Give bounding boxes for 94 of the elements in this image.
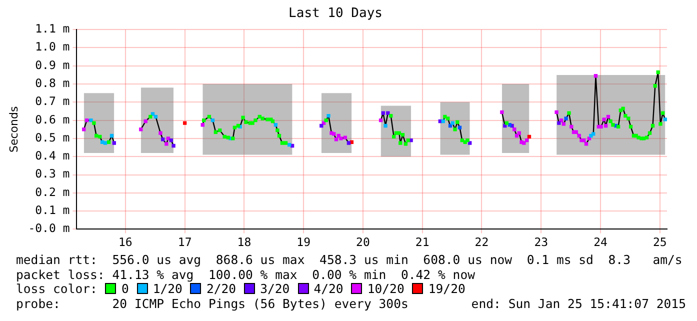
point <box>287 142 292 147</box>
y-tick-label: 0.2 m <box>35 184 70 199</box>
point <box>574 130 578 134</box>
x-tick-label: 21 <box>415 235 430 250</box>
point <box>346 141 351 145</box>
point <box>158 131 162 135</box>
legend-label: 0 <box>121 282 129 296</box>
chart-title: Last 10 Days <box>288 6 382 22</box>
point <box>381 111 385 115</box>
point <box>450 121 454 125</box>
point <box>210 118 215 122</box>
point <box>458 126 462 130</box>
y-axis-title: Seconds <box>7 106 20 153</box>
legend-label: 3/20 <box>260 282 290 296</box>
point <box>557 121 561 125</box>
point <box>468 141 472 145</box>
x-tick-label: 23 <box>534 235 548 250</box>
point <box>274 123 278 127</box>
x-tick-label: 18 <box>237 235 252 250</box>
point <box>200 123 204 127</box>
point <box>161 138 165 142</box>
legend-label: 4/20 <box>314 282 344 296</box>
x-tick-label: 22 <box>474 235 489 250</box>
y-tick-label: 0.1 m <box>35 203 70 218</box>
point <box>527 134 532 138</box>
point <box>582 138 586 142</box>
point <box>150 112 155 116</box>
point <box>172 144 176 148</box>
point <box>570 124 574 129</box>
point <box>320 124 324 128</box>
y-tick-label: 0.6 m <box>35 112 70 126</box>
point <box>441 119 445 124</box>
point <box>85 118 89 122</box>
x-tick-label: 20 <box>356 235 370 250</box>
point <box>378 118 383 122</box>
point <box>592 132 596 136</box>
legend-title: loss color: <box>16 282 98 296</box>
point <box>512 128 516 132</box>
x-tick-label: 25 <box>652 235 667 250</box>
point <box>517 131 521 135</box>
point <box>554 110 558 114</box>
text: median rtt: 556.0 us avg 868.6 us max 458.3 us min 608.0 us now 0.1 ms sd 8.3 am/s <box>16 253 682 268</box>
x-tick-label: 19 <box>296 235 311 250</box>
y-tick-label: 1.0 m <box>35 40 70 54</box>
point <box>584 142 588 146</box>
point <box>604 124 608 128</box>
y-tick-label: 1.1 m <box>35 22 70 36</box>
legend-label: 1/20 <box>152 282 182 296</box>
point <box>166 136 170 140</box>
point <box>564 116 568 120</box>
point <box>594 74 598 78</box>
text: packet loss: 41.13 % avg 100.00 % max 0.00 % min 0.42 % now <box>16 268 476 282</box>
point <box>562 122 566 126</box>
text: probe: 20 ICMP Echo Pings (56 Bytes) every 300s <box>16 296 408 311</box>
point <box>343 136 347 140</box>
point <box>602 118 606 122</box>
point <box>332 132 336 136</box>
point <box>154 114 158 119</box>
text: end: Sun Jan 25 15:41:07 2015 <box>471 296 686 311</box>
y-tick-label: 0.8 m <box>35 76 70 90</box>
point <box>169 138 173 142</box>
x-tick-label: 16 <box>118 235 132 250</box>
point <box>82 128 86 132</box>
legend-label: 10/20 <box>367 282 404 296</box>
point <box>326 114 330 118</box>
point <box>334 138 338 142</box>
point <box>525 138 529 142</box>
point <box>663 118 667 122</box>
legend-label: 19/20 <box>428 282 466 296</box>
point <box>110 134 114 138</box>
y-tick-label: -0.0 m <box>28 221 70 236</box>
y-tick-label: 0.3 m <box>35 166 70 181</box>
point <box>164 142 168 146</box>
point <box>384 124 388 128</box>
point <box>89 118 93 122</box>
legend-label: 2/20 <box>206 282 236 296</box>
point <box>606 114 610 119</box>
point <box>339 136 343 140</box>
x-tick-label: 24 <box>594 235 608 250</box>
y-tick-label: 0.5 m <box>35 130 70 144</box>
point <box>182 121 187 125</box>
point <box>103 141 108 145</box>
y-tick-label: 0.4 m <box>35 148 70 163</box>
point <box>577 134 581 138</box>
y-tick-label: 0.7 m <box>35 94 70 108</box>
point <box>139 128 143 132</box>
point <box>386 111 390 115</box>
point <box>599 124 603 129</box>
point <box>522 141 526 145</box>
point <box>144 119 148 124</box>
point <box>112 141 116 145</box>
point <box>500 110 504 114</box>
y-tick-label: 0.9 m <box>35 58 70 72</box>
x-tick-label: 17 <box>178 235 192 250</box>
